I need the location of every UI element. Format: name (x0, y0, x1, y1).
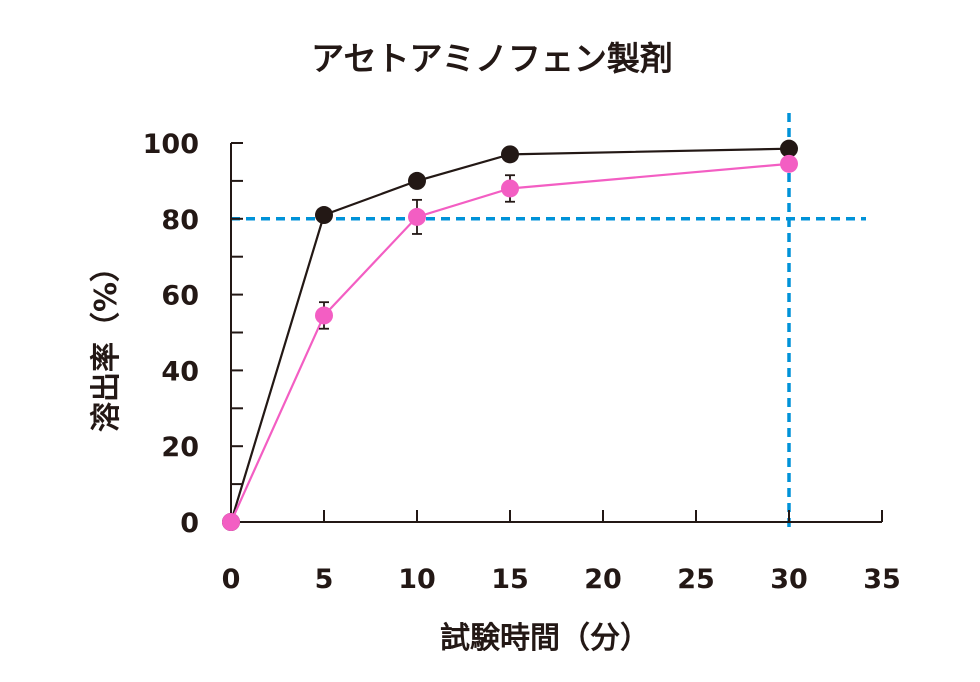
x-tick-label: 30 (770, 564, 808, 595)
y-tick-label: 80 (161, 205, 199, 236)
y-axis-ticks: 0 20 40 60 80 100 (143, 129, 243, 539)
data-point (315, 206, 333, 225)
data-point (780, 139, 798, 158)
data-point (222, 513, 240, 531)
series-1 (222, 139, 798, 531)
data-point (408, 207, 426, 226)
series-2 (222, 154, 798, 531)
x-axis-ticks: 0 5 10 15 20 25 30 35 (222, 510, 901, 595)
y-tick-label: 60 (161, 281, 199, 312)
chart-title: アセトアミノフェン製剤 (311, 39, 673, 78)
data-point (408, 171, 426, 190)
reference-lines (231, 113, 866, 532)
series-layer (222, 139, 798, 531)
y-axis-title: 溶出率（%） (89, 252, 124, 432)
data-point (780, 154, 798, 173)
data-point (501, 145, 519, 164)
axes (230, 143, 882, 523)
y-tick-label: 0 (180, 508, 199, 539)
y-tick-label: 100 (143, 129, 199, 160)
x-tick-label: 35 (863, 564, 901, 595)
x-axis-title: 試験時間（分） (440, 621, 650, 656)
data-point (501, 179, 519, 198)
x-tick-label: 10 (398, 564, 436, 595)
x-tick-label: 5 (315, 564, 334, 595)
x-tick-label: 25 (677, 564, 715, 595)
x-tick-label: 15 (491, 564, 529, 595)
data-point (315, 306, 333, 325)
y-tick-label: 40 (161, 356, 199, 387)
x-tick-label: 0 (222, 564, 241, 595)
x-tick-label: 20 (584, 564, 622, 595)
y-tick-label: 20 (161, 432, 199, 463)
